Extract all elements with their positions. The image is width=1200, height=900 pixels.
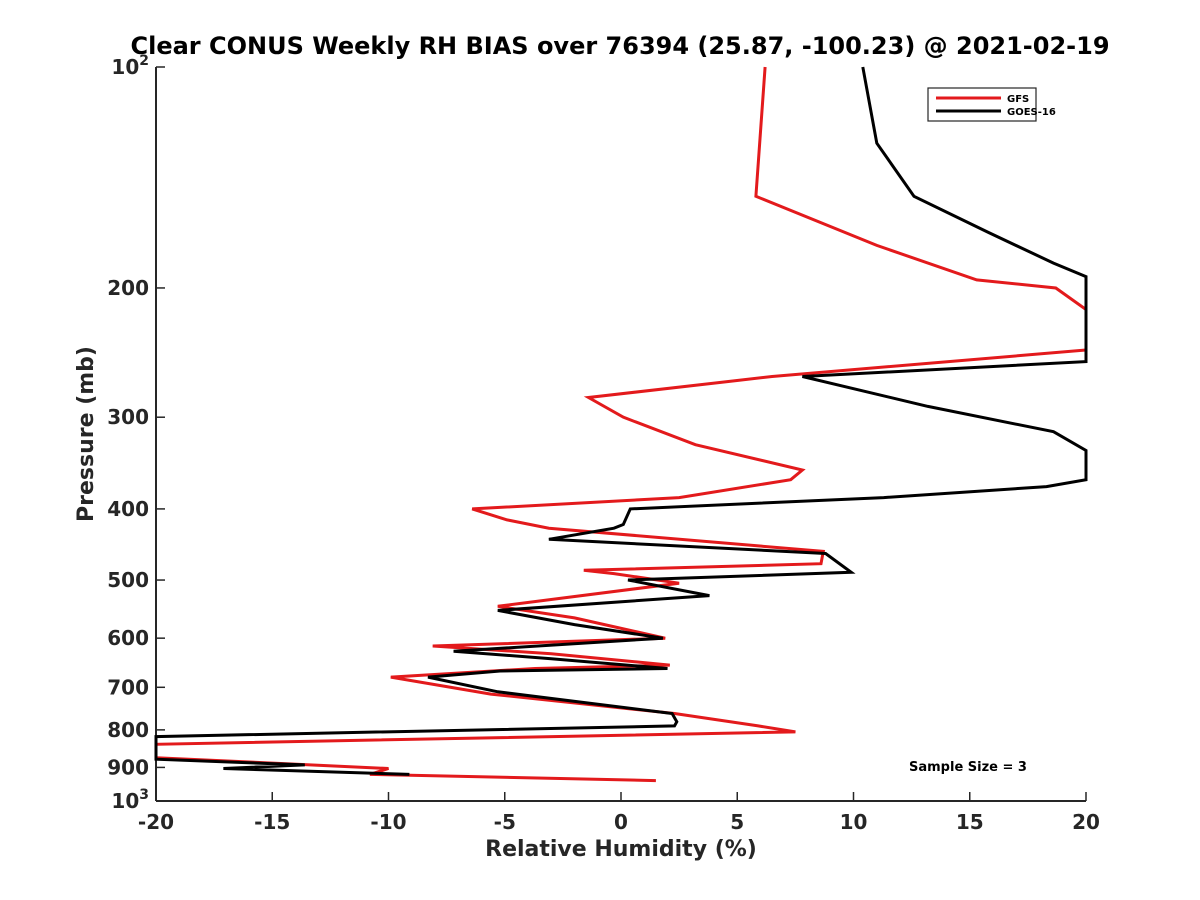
y-tick-label: 200 <box>107 276 149 300</box>
x-tick-label: -10 <box>370 810 406 834</box>
x-tick-label: 10 <box>840 810 868 834</box>
chart-title: Clear CONUS Weekly RH BIAS over 76394 (2… <box>130 32 1109 60</box>
x-tick-label: 15 <box>956 810 984 834</box>
legend: GFS GOES-16 <box>927 87 1056 122</box>
x-tick-label: 0 <box>614 810 628 834</box>
y-tick-label: 102 <box>111 53 149 79</box>
series-line-gfs <box>154 66 1088 783</box>
series-line-goes-16 <box>154 66 1088 776</box>
x-tick-label: -5 <box>494 810 516 834</box>
y-tick-label: 800 <box>107 718 149 742</box>
y-axis-label: Pressure (mb) <box>74 346 99 522</box>
x-axis-label: Relative Humidity (%) <box>485 837 757 862</box>
y-tick-label: 400 <box>107 497 149 521</box>
y-tick-label: 500 <box>107 568 149 592</box>
y-axis-ticks: 102 200 300 400 500 600 700 800 900 103 <box>107 53 165 813</box>
legend-box <box>927 87 1037 122</box>
plot-area <box>154 66 1088 783</box>
y-tick-label: 600 <box>107 626 149 650</box>
x-tick-label: 20 <box>1072 810 1100 834</box>
y-tick-label: 700 <box>107 675 149 699</box>
x-tick-label: -20 <box>138 810 174 834</box>
legend-label: GOES-16 <box>1007 107 1056 118</box>
legend-label: GFS <box>1007 94 1029 105</box>
x-tick-label: 5 <box>730 810 744 834</box>
y-tick-label: 300 <box>107 405 149 429</box>
y-tick-label: 103 <box>111 787 149 813</box>
y-tick-label: 900 <box>107 755 149 779</box>
x-axis-ticks: -20 -15 -10 -5 0 5 10 15 20 <box>138 792 1100 834</box>
x-tick-label: -15 <box>254 810 290 834</box>
sample-size-annotation: Sample Size = 3 <box>909 760 1027 775</box>
